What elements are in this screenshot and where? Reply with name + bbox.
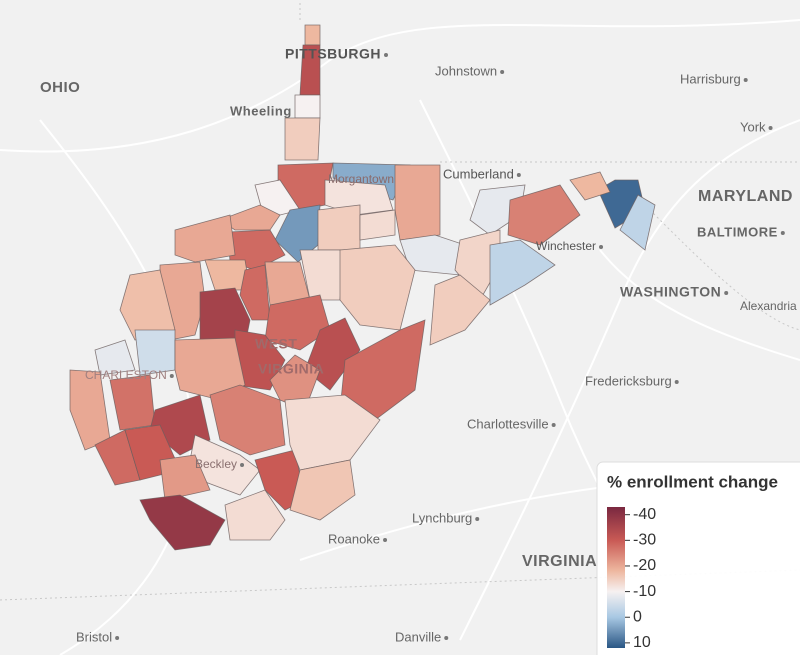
county	[239, 264, 271, 321]
place-label: Lynchburg	[412, 510, 472, 525]
place-dot	[674, 380, 679, 384]
place-label: BALTIMORE	[697, 224, 778, 239]
legend: % enrollment change -40 -30 -20 -10 0 10	[596, 461, 800, 655]
place-labels: PITTSBURGH Johnstown OHIO Harrisburg Wheelin…	[40, 46, 797, 645]
legend-tick-label: -40	[633, 506, 656, 523]
place-label: Beckley	[195, 457, 237, 471]
place-dot	[780, 231, 785, 235]
state-borders	[0, 0, 800, 601]
legend-tick-label: -30	[633, 532, 656, 549]
place-dot	[516, 173, 521, 177]
county	[507, 184, 581, 246]
place-label: Charlottesville	[467, 416, 549, 431]
county	[269, 354, 321, 411]
place-label: Cumberland	[443, 166, 514, 181]
county	[289, 459, 356, 521]
legend-box	[596, 461, 800, 655]
place-label: Johnstown	[435, 63, 497, 78]
county	[394, 164, 441, 241]
place-label: Bristol	[76, 629, 112, 644]
county	[159, 454, 211, 501]
colorbar	[607, 507, 625, 648]
county	[324, 179, 394, 216]
place-dot	[384, 53, 388, 57]
place-label: York	[740, 119, 766, 134]
county	[224, 489, 286, 541]
legend-title: % enrollment change	[607, 472, 778, 491]
county	[139, 494, 226, 551]
place-label: WASHINGTON	[620, 284, 721, 300]
legend-tick-label: -20	[633, 557, 656, 574]
place-label: Fredericksburg	[585, 373, 672, 388]
county	[469, 184, 526, 236]
place-dot	[500, 70, 505, 74]
place-label: Wheeling	[230, 103, 292, 118]
place-dot	[743, 78, 748, 82]
place-dot	[551, 423, 556, 427]
place-label: Alexandria	[740, 299, 797, 313]
place-label: WEST	[255, 336, 297, 352]
county	[569, 171, 611, 201]
place-dot	[115, 636, 120, 640]
county	[294, 94, 321, 119]
place-label: MARYLAND	[698, 188, 793, 205]
county	[264, 294, 331, 351]
place-label: VIRGINIA	[522, 553, 597, 570]
county	[284, 117, 321, 161]
place-dot	[383, 538, 388, 542]
county	[619, 194, 656, 251]
place-label: Morgantown	[328, 172, 394, 186]
counties	[69, 24, 656, 551]
place-label: PITTSBURGH	[285, 46, 381, 62]
county	[359, 209, 396, 241]
place-label: Winchester	[536, 239, 596, 253]
legend-tick-label: 0	[633, 608, 642, 625]
county	[209, 384, 286, 456]
county	[317, 204, 361, 251]
place-label: Roanoke	[328, 531, 380, 546]
county	[489, 239, 556, 306]
county	[429, 274, 491, 346]
place-label: Danville	[395, 629, 441, 644]
place-dot	[169, 374, 174, 378]
place-dot	[444, 636, 449, 640]
legend-tick-label: -10	[633, 583, 656, 600]
county	[304, 24, 321, 46]
place-label: VIRGINIA	[258, 361, 324, 377]
county	[219, 204, 281, 231]
place-label: OHIO	[40, 79, 80, 96]
place-dot	[768, 126, 773, 130]
place-dot	[475, 517, 480, 521]
county	[94, 339, 136, 376]
legend-tick-label: 10	[633, 634, 651, 651]
place-dot	[599, 245, 604, 249]
county	[174, 214, 236, 263]
place-label: CHARLESTON	[85, 368, 167, 382]
place-dot	[240, 463, 245, 467]
place-dot	[724, 291, 729, 295]
place-label: Harrisburg	[680, 71, 741, 86]
